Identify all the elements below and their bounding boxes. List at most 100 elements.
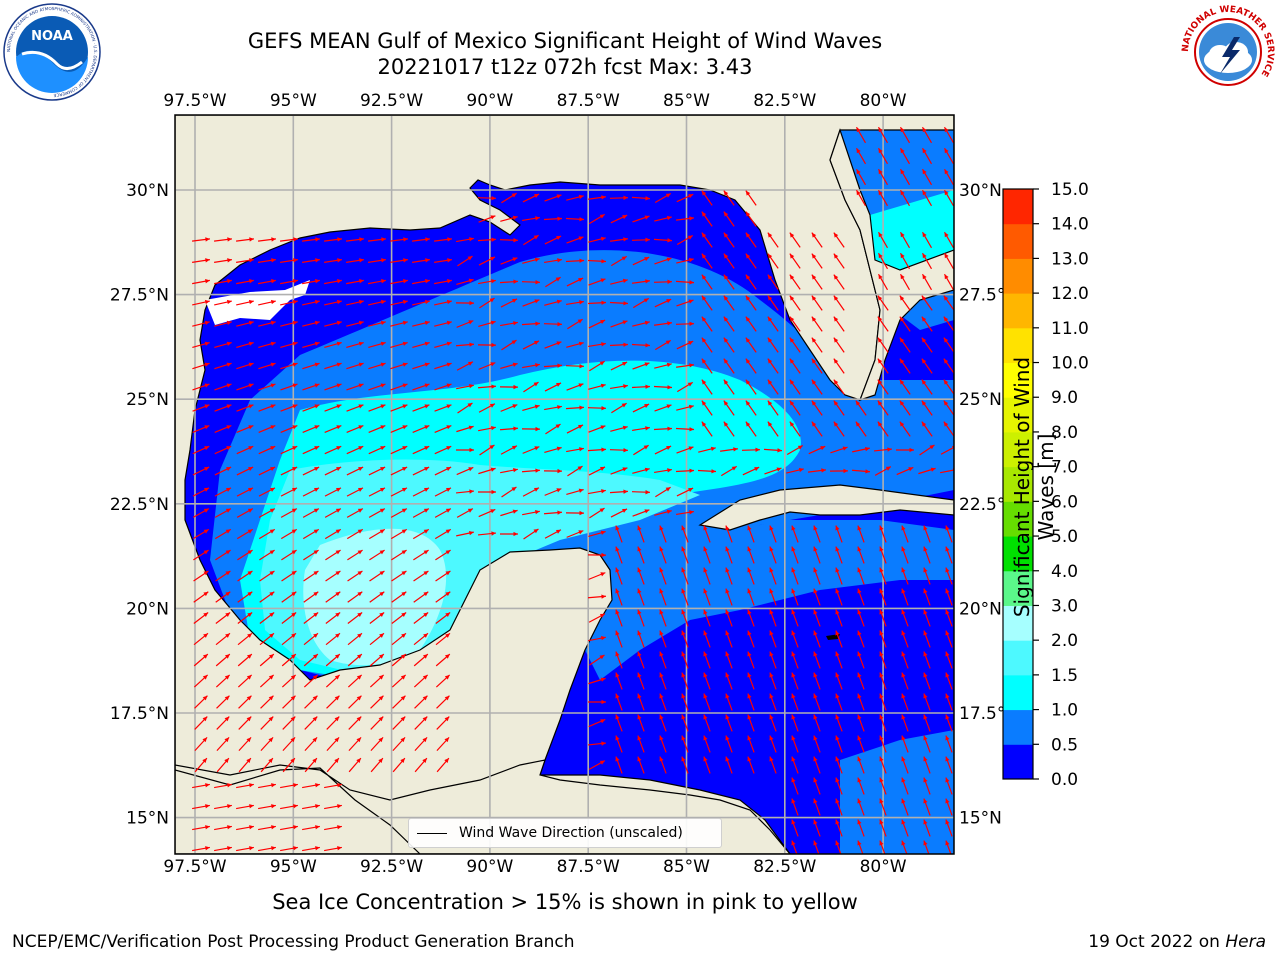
wave-direction-arrowhead xyxy=(314,383,320,388)
wave-direction-arrowhead xyxy=(313,550,319,555)
wave-direction-arrowhead xyxy=(789,253,795,259)
wave-direction-arrowhead xyxy=(833,379,839,385)
wave-direction-arrowhead xyxy=(292,362,298,367)
wave-direction-arrowhead xyxy=(689,280,694,285)
wave-direction-arrowhead xyxy=(578,383,584,388)
colorbar-segment xyxy=(1003,501,1033,537)
wave-direction-arrowhead xyxy=(811,358,817,364)
wave-direction-arrowhead xyxy=(246,654,252,659)
colorbar-segment xyxy=(1003,431,1033,468)
wave-direction-arrowhead xyxy=(747,735,752,741)
wave-direction-arrowhead xyxy=(380,299,386,305)
wave-direction-arrowhead xyxy=(511,445,517,450)
wave-direction-arrowhead xyxy=(511,486,517,492)
wave-direction-arrowhead xyxy=(469,489,474,494)
wave-direction-arrowhead xyxy=(512,404,518,409)
wave-direction-arrowhead xyxy=(945,672,950,678)
footer-date-text: 19 Oct 2022 on xyxy=(1088,932,1226,952)
wave-direction-arrowhead xyxy=(314,299,320,305)
wave-direction-arrowhead xyxy=(534,446,540,451)
wave-direction-arrowhead xyxy=(879,798,884,804)
wave-direction-arrowhead xyxy=(424,320,430,326)
wave-direction-arrowhead xyxy=(833,253,839,259)
wave-direction-arrowhead xyxy=(378,674,384,680)
wave-direction-arrowhead xyxy=(246,674,252,680)
wave-direction-arrowhead xyxy=(557,363,562,368)
colorbar-tick-label: 0.0 xyxy=(1051,770,1078,790)
wave-direction-arrowhead xyxy=(491,237,496,242)
wave-direction-arrowhead xyxy=(403,258,408,263)
gridlines xyxy=(175,115,954,854)
wave-direction-arrowhead xyxy=(665,487,671,492)
wave-direction-arrowhead xyxy=(227,846,232,851)
wave-direction-arrowhead xyxy=(755,447,760,453)
wave-direction-arrowhead xyxy=(701,211,707,217)
wave-direction-arrowhead xyxy=(747,567,752,573)
wave-direction-arrowhead xyxy=(423,591,429,597)
wave-direction-arrowhead xyxy=(400,737,406,743)
wave-direction-arrowhead xyxy=(857,714,862,720)
wave-direction-arrowhead xyxy=(622,508,628,513)
wave-direction-arrowhead xyxy=(688,446,694,451)
latitude-label-left: 22.5°N xyxy=(110,495,169,515)
wave-direction-arrowhead xyxy=(687,382,693,387)
wave-direction-arrowhead xyxy=(945,777,950,783)
wave-direction-arrowhead xyxy=(247,591,253,597)
wave-direction-arrowhead xyxy=(599,760,605,765)
wave-direction-arrowhead xyxy=(922,253,927,259)
wave-direction-arrowhead xyxy=(269,508,275,513)
wave-direction-arrowhead xyxy=(271,846,276,851)
wave-direction-arrowhead xyxy=(701,190,707,196)
wave-direction-arrowhead xyxy=(747,525,752,531)
wave-direction-arrowhead xyxy=(490,320,496,325)
wave-direction-arrowhead xyxy=(644,467,650,472)
wave-direction-arrowhead xyxy=(291,529,297,534)
wave-direction-arrowhead xyxy=(556,236,562,240)
wave-direction-arrowhead xyxy=(202,695,208,701)
wave-direction-arrowhead xyxy=(269,529,275,534)
wave-direction-arrowhead xyxy=(681,588,686,594)
wave-direction-arrowhead xyxy=(204,341,210,346)
wave-direction-arrowhead xyxy=(842,446,848,451)
colorbar-tick-label: 3.0 xyxy=(1051,596,1078,616)
wave-direction-arrowhead xyxy=(923,609,928,615)
wave-direction-arrowhead xyxy=(336,425,342,430)
wave-direction-arrowhead xyxy=(600,572,606,577)
wave-direction-arrowhead xyxy=(557,258,562,263)
wave-direction-arrowhead xyxy=(292,404,298,409)
wave-direction-arrowhead xyxy=(723,379,729,385)
wave-direction-arrowhead xyxy=(401,591,407,597)
wave-direction-arrowhead xyxy=(689,468,694,473)
wave-direction-arrowhead xyxy=(447,279,452,284)
wave-direction-arrowhead xyxy=(246,695,252,701)
longitude-label-top: 92.5°W xyxy=(360,91,423,111)
wave-direction-arrowhead xyxy=(314,467,320,472)
wave-direction-arrowhead xyxy=(312,674,318,680)
wave-direction-arrowhead xyxy=(380,341,386,346)
colorbar-segment xyxy=(1003,640,1033,676)
wave-direction-arrowhead xyxy=(379,591,385,597)
wave-direction-arrowhead xyxy=(797,445,803,450)
longitude-label-top: 87.5°W xyxy=(557,91,620,111)
colorbar-tick-label: 13.0 xyxy=(1051,249,1089,269)
wave-direction-arrowhead xyxy=(688,299,694,304)
wave-direction-arrowhead xyxy=(270,425,276,430)
wave-direction-arrowhead xyxy=(226,383,232,388)
wave-direction-arrowhead xyxy=(337,846,342,851)
wave-direction-arrowhead xyxy=(681,525,686,531)
wave-direction-arrowhead xyxy=(203,633,208,638)
wave-direction-arrowhead xyxy=(356,737,362,743)
wave-direction-arrowhead xyxy=(879,588,884,594)
wave-direction-arrowhead xyxy=(600,278,606,283)
wave-direction-arrowhead xyxy=(723,337,729,343)
wave-direction-arrowhead xyxy=(225,570,231,576)
wave-direction-arrowhead xyxy=(769,651,774,657)
wave-direction-arrowhead xyxy=(857,525,862,531)
wave-direction-arrowhead xyxy=(615,546,620,552)
wave-direction-arrowhead xyxy=(249,237,254,242)
colorbar-segment xyxy=(1003,709,1033,745)
wave-direction-arrowhead xyxy=(313,570,319,576)
wave-direction-arrowhead xyxy=(689,427,694,432)
wave-direction-arrowhead xyxy=(659,756,664,762)
wave-direction-arrowhead xyxy=(599,214,605,219)
